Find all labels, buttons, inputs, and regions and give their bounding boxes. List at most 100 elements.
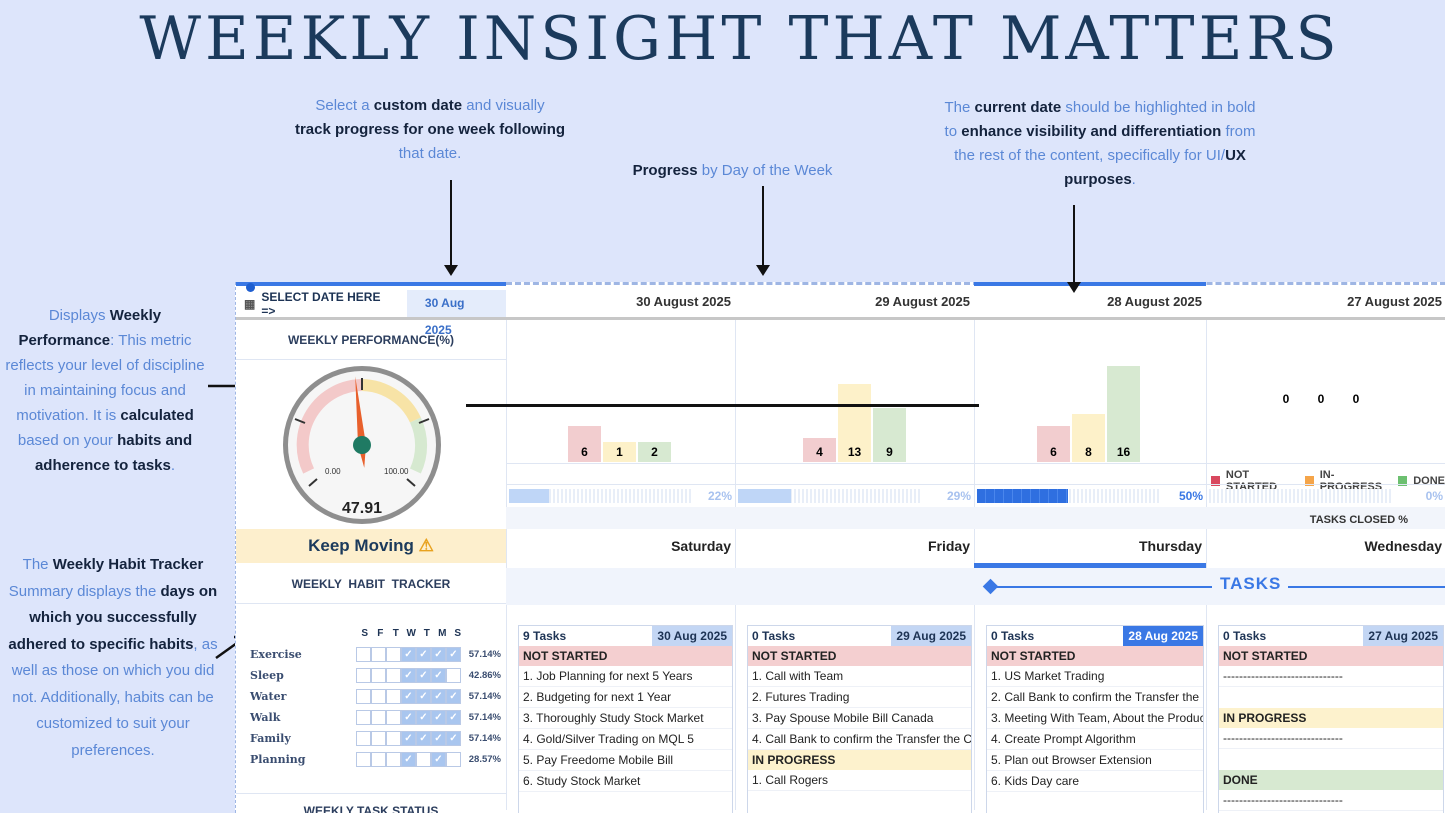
habit-checkbox[interactable]: ✓ (401, 668, 416, 683)
gauge-max-label: 100.00 (384, 467, 409, 476)
habit-checkbox[interactable]: ✓ (416, 710, 431, 725)
note-habit-tracker: The Weekly Habit Tracker Summary display… (8, 556, 218, 759)
task-item[interactable]: ------------------------------ (1219, 728, 1443, 749)
habit-checkbox[interactable]: ✓ (446, 731, 461, 746)
habit-checkbox[interactable] (416, 752, 431, 767)
habit-checkbox[interactable]: ✓ (446, 647, 461, 662)
habit-checkbox[interactable] (386, 647, 401, 662)
selection-handle[interactable] (246, 283, 255, 292)
task-status-label: WEEKLY TASK STATUS (236, 793, 506, 813)
habit-checkbox[interactable] (386, 689, 401, 704)
chart-bar (1037, 426, 1070, 462)
tasks-closed-percent: 22% (707, 489, 732, 503)
habit-row: Planning ✓ ✓ 28.57% (250, 749, 506, 770)
habit-checkbox[interactable]: ✓ (431, 689, 446, 704)
habit-checkbox[interactable] (386, 668, 401, 683)
habit-checkbox[interactable] (356, 668, 371, 683)
habit-checkbox[interactable]: ✓ (401, 752, 416, 767)
date-picker-field[interactable]: 30 Aug 2025 (406, 290, 506, 337)
habit-checkbox[interactable]: ✓ (416, 689, 431, 704)
task-item[interactable]: 4. Gold/Silver Trading on MQL 5 (519, 729, 732, 750)
habit-checkbox[interactable]: ✓ (431, 731, 446, 746)
habit-percent: 57.14% (468, 712, 501, 723)
habit-checkbox[interactable]: ✓ (416, 731, 431, 746)
habit-checkbox[interactable] (386, 752, 401, 767)
habit-checkbox[interactable] (356, 752, 371, 767)
habit-day-header: T (423, 628, 430, 639)
task-item[interactable]: 1. Call with Team (748, 666, 971, 687)
habit-checkbox[interactable] (356, 689, 371, 704)
habit-checkbox[interactable] (446, 668, 461, 683)
day-name: Thursday (1138, 538, 1202, 554)
bar-value-label: 2 (651, 445, 658, 459)
tasks-closed-percent: 0% (1425, 489, 1443, 503)
task-column-date: 30 Aug 2025 (652, 626, 732, 646)
habit-percent: 28.57% (468, 754, 501, 765)
habit-day-header: T (392, 628, 399, 639)
habit-day-header: S (454, 628, 462, 639)
habit-checkbox[interactable]: ✓ (431, 710, 446, 725)
habit-checkbox[interactable]: ✓ (431, 752, 446, 767)
tasks-count: 0 Tasks (991, 629, 1035, 643)
select-date-label: SELECT DATE HERE => (261, 289, 381, 318)
task-item[interactable]: 2. Budgeting for next 1 Year (519, 687, 732, 708)
tasks-closed-bar (977, 489, 1159, 503)
habit-checkbox[interactable]: ✓ (446, 689, 461, 704)
habit-checkbox[interactable] (371, 710, 386, 725)
chart-bar (838, 384, 871, 462)
task-item[interactable]: 1. Call Rogers (748, 770, 971, 791)
habit-checkbox[interactable] (356, 710, 371, 725)
tasks-count: 0 Tasks (752, 629, 796, 643)
habit-name: Walk (250, 711, 281, 724)
task-item[interactable]: 6. Kids Day care (987, 771, 1203, 792)
habit-percent: 57.14% (468, 649, 501, 660)
bar-value-label: 0 (1353, 392, 1360, 406)
task-item[interactable]: ------------------------------ (1219, 790, 1443, 811)
note-custom-date: Select a custom date and visually track … (294, 97, 566, 162)
task-item[interactable]: 3. Thoroughly Study Stock Market (519, 708, 732, 729)
habit-checkbox[interactable]: ✓ (416, 668, 431, 683)
page-title: WEEKLY INSIGHT THAT MATTERS (139, 4, 1341, 74)
habit-checkbox[interactable] (371, 668, 386, 683)
habit-checkbox[interactable] (371, 731, 386, 746)
tasks-closed-percent: 29% (946, 489, 971, 503)
habit-checkbox[interactable]: ✓ (401, 731, 416, 746)
habit-day-header: S (361, 628, 369, 639)
task-item[interactable]: 2. Futures Trading (748, 687, 971, 708)
habit-checkbox[interactable] (386, 710, 401, 725)
task-item[interactable]: 2. Call Bank to confirm the Transfer the… (987, 687, 1203, 708)
task-item[interactable]: 4. Create Prompt Algorithm (987, 729, 1203, 750)
habit-checkbox[interactable]: ✓ (446, 710, 461, 725)
task-item[interactable]: 5. Pay Freedome Mobile Bill (519, 750, 732, 771)
habit-tracker-label: WEEKLY HABIT TRACKER (236, 564, 506, 604)
habit-checkbox[interactable] (371, 752, 386, 767)
habit-checkbox[interactable]: ✓ (401, 710, 416, 725)
task-item[interactable]: 1. US Market Trading (987, 666, 1203, 687)
task-item[interactable]: 3. Meeting With Team, About the Product (987, 708, 1203, 729)
section-not-started: NOT STARTED (987, 646, 1203, 666)
habit-checkbox[interactable] (356, 731, 371, 746)
habit-checkbox[interactable]: ✓ (431, 668, 446, 683)
task-item[interactable]: 5. Plan out Browser Extension (987, 750, 1203, 771)
habit-name: Planning (250, 753, 306, 766)
section-done: DONE (1219, 770, 1443, 790)
habit-checkbox[interactable] (386, 731, 401, 746)
habit-checkbox[interactable]: ✓ (416, 647, 431, 662)
habit-checkbox[interactable] (356, 647, 371, 662)
habit-checkbox[interactable] (446, 752, 461, 767)
habit-checkbox[interactable] (371, 689, 386, 704)
habit-checkbox[interactable]: ✓ (401, 689, 416, 704)
tasks-closed-label: TASKS CLOSED % (506, 507, 1445, 529)
habit-checkbox[interactable]: ✓ (401, 647, 416, 662)
weekly-performance-label: WEEKLY PERFORMANCE(%) (236, 320, 506, 360)
task-item[interactable]: 6. Study Stock Market (519, 771, 732, 792)
habit-checkbox[interactable] (371, 647, 386, 662)
task-item[interactable]: 1. Job Planning for next 5 Years (519, 666, 732, 687)
chart-bar (873, 408, 906, 462)
task-column: 0 Tasks 29 Aug 2025 NOT STARTED 1. Call wi… (747, 625, 972, 813)
task-item[interactable]: ------------------------------ (1219, 666, 1443, 687)
habit-checkbox[interactable]: ✓ (431, 647, 446, 662)
task-item[interactable]: 3. Pay Spouse Mobile Bill Canada (748, 708, 971, 729)
task-item[interactable]: 4. Call Bank to confirm the Transfer the… (748, 729, 971, 750)
chart-bar (803, 438, 836, 462)
